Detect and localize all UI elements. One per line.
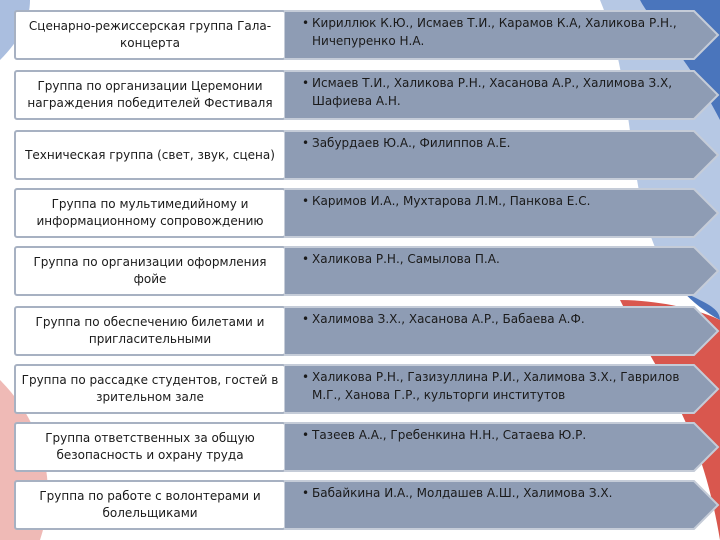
members-arrow	[284, 306, 720, 356]
members-text: Исмаев Т.И., Халикова Р.Н., Хасанова А.Р…	[312, 76, 673, 108]
members-list: • Халикова Р.Н., Самылова П.А.	[302, 250, 696, 268]
members-text: Забурдаев Ю.А., Филиппов А.Е.	[312, 136, 511, 150]
members-arrow	[284, 422, 720, 472]
members-text: Халимова З.Х., Хасанова А.Р., Бабаева А.…	[312, 312, 585, 326]
group-label: Группа по обеспечению билетами и приглас…	[14, 306, 286, 356]
group-label: Сценарно-режиссерская группа Гала-концер…	[14, 10, 286, 60]
members-text: Халикова Р.Н., Газизуллина Р.И., Халимов…	[312, 370, 680, 402]
group-label: Группа по рассадке студентов, гостей в з…	[14, 364, 286, 414]
members-arrow	[284, 130, 720, 180]
members-list: • Бабайкина И.А., Молдашев А.Ш., Халимов…	[302, 484, 696, 502]
bullet: •	[302, 370, 310, 384]
members-list: • Исмаев Т.И., Халикова Р.Н., Хасанова А…	[302, 74, 696, 110]
members-arrow	[284, 480, 720, 530]
group-label: Группа ответственных за общую безопаснос…	[14, 422, 286, 472]
members-list: • Каримов И.А., Мухтарова Л.М., Панкова …	[302, 192, 696, 210]
members-list: • Халимова З.Х., Хасанова А.Р., Бабаева …	[302, 310, 696, 328]
bullet: •	[302, 428, 310, 442]
group-row: Группа по организации оформления фойе • …	[14, 246, 720, 296]
bullet: •	[302, 76, 310, 90]
members-text: Бабайкина И.А., Молдашев А.Ш., Халимова …	[312, 486, 613, 500]
group-row: Техническая группа (свет, звук, сцена) •…	[14, 130, 720, 180]
members-list: • Кириллюк К.Ю., Исмаев Т.И., Карамов К.…	[302, 14, 696, 50]
bullet: •	[302, 486, 310, 500]
bullet: •	[302, 136, 310, 150]
group-row: Группа по рассадке студентов, гостей в з…	[14, 364, 720, 414]
group-row: Группа ответственных за общую безопаснос…	[14, 422, 720, 472]
members-arrow	[284, 70, 720, 120]
members-list: • Тазеев А.А., Гребенкина Н.Н., Сатаева …	[302, 426, 696, 444]
group-label: Группа по организации оформления фойе	[14, 246, 286, 296]
members-text: Каримов И.А., Мухтарова Л.М., Панкова Е.…	[312, 194, 591, 208]
group-row: Группа по мультимедийному и информационн…	[14, 188, 720, 238]
group-row: Группа по организации Церемонии награжде…	[14, 70, 720, 120]
members-text: Кириллюк К.Ю., Исмаев Т.И., Карамов К.А,…	[312, 16, 677, 48]
members-list: • Забурдаев Ю.А., Филиппов А.Е.	[302, 134, 696, 152]
bullet: •	[302, 194, 310, 208]
members-arrow	[284, 246, 720, 296]
bullet: •	[302, 252, 310, 266]
members-list: • Халикова Р.Н., Газизуллина Р.И., Халим…	[302, 368, 696, 404]
members-arrow	[284, 364, 720, 414]
members-text: Халикова Р.Н., Самылова П.А.	[312, 252, 500, 266]
group-label: Группа по работе с волонтерами и болельщ…	[14, 480, 286, 530]
members-arrow	[284, 10, 720, 60]
group-row: Группа по работе с волонтерами и болельщ…	[14, 480, 720, 530]
bullet: •	[302, 16, 310, 30]
members-arrow	[284, 188, 720, 238]
group-label: Группа по мультимедийному и информационн…	[14, 188, 286, 238]
members-text: Тазеев А.А., Гребенкина Н.Н., Сатаева Ю.…	[312, 428, 587, 442]
group-label: Группа по организации Церемонии награжде…	[14, 70, 286, 120]
group-row: Группа по обеспечению билетами и приглас…	[14, 306, 720, 356]
group-row: Сценарно-режиссерская группа Гала-концер…	[14, 10, 720, 60]
group-label: Техническая группа (свет, звук, сцена)	[14, 130, 286, 180]
bullet: •	[302, 312, 310, 326]
